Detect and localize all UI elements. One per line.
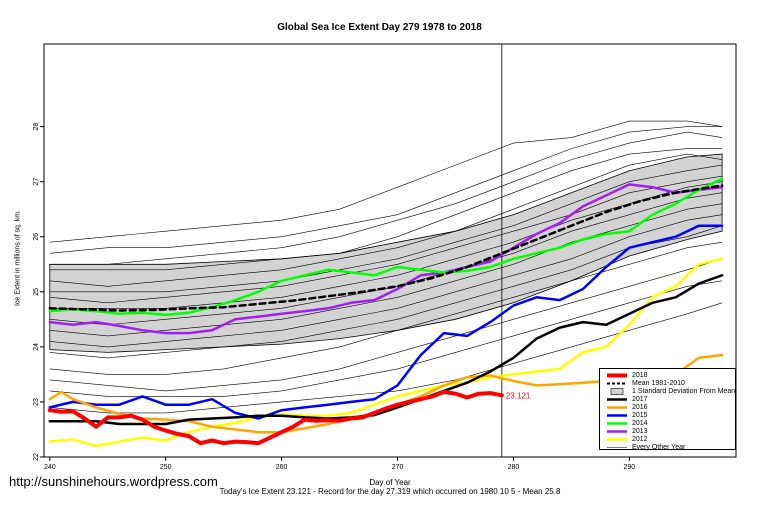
legend-item-2016: 2016 [600, 404, 648, 411]
legend-label: 2014 [632, 420, 648, 427]
legend-swatch [607, 447, 627, 448]
background-year-line [49, 214, 723, 348]
series-line-2015 [48, 224, 724, 420]
series-line-2013 [48, 183, 724, 335]
legend-swatch [607, 398, 627, 401]
legend-label: 2017 [632, 396, 648, 403]
series-line-mean-1981-2010 [48, 184, 724, 312]
y-axis-label: Ice Extent in millions of sq. km. [14, 209, 22, 307]
background-year-line [49, 164, 723, 293]
y-tick-label: 23 [33, 398, 40, 406]
legend-item-2017: 2017 [600, 396, 648, 403]
background-year-line [49, 126, 723, 254]
legend-item-2018: 2018 [600, 372, 648, 379]
y-tick-label: 25 [33, 288, 40, 296]
legend-swatch [607, 430, 627, 433]
legend-label: 2012 [632, 436, 648, 443]
x-tick-label: 260 [276, 464, 288, 471]
background-year-line [49, 153, 723, 287]
legend-item-every-other-year: Every Other Year [600, 444, 685, 451]
y-tick-label: 28 [33, 123, 40, 131]
current-value-label: 23.121 [506, 391, 531, 400]
footer-stats: Today's Ice Extent 23.121 - Record for t… [219, 487, 561, 496]
chart-title: Global Sea Ice Extent Day 279 1978 to 20… [277, 22, 482, 33]
x-axis-label: Day of Year [369, 478, 411, 487]
series-line-2017 [48, 274, 724, 426]
website-link[interactable]: http://sunshinehours.wordpress.com [9, 474, 218, 489]
legend-label: 2016 [632, 404, 648, 411]
series-line-2014 [48, 177, 724, 317]
legend-item-2013: 2013 [600, 428, 648, 435]
legend: 2018 Mean 1981-2010 1 Standard Deviation… [599, 368, 736, 451]
legend-label: 1 Standard Deviation From Mean [632, 388, 736, 395]
x-tick-label: 290 [624, 464, 636, 471]
legend-swatch [610, 388, 624, 395]
legend-item-std-dev: 1 Standard Deviation From Mean [600, 388, 735, 395]
legend-item-2012: 2012 [600, 436, 648, 443]
background-year-line [49, 241, 723, 375]
legend-label: 2013 [632, 428, 648, 435]
y-tick-label: 22 [33, 453, 40, 461]
background-year-line [49, 148, 723, 271]
legend-swatch [607, 414, 627, 417]
x-tick-label: 250 [160, 464, 172, 471]
legend-item-2015: 2015 [600, 412, 648, 419]
background-year-line [49, 258, 723, 392]
plot-frame [43, 43, 737, 458]
x-tick-label: 270 [392, 464, 404, 471]
legend-label: Every Other Year [632, 444, 686, 451]
background-year-line [49, 175, 723, 304]
background-year-line [49, 120, 723, 243]
legend-swatch [607, 438, 627, 441]
legend-label: Mean 1981-2010 [632, 380, 685, 387]
legend-label: 2015 [632, 412, 648, 419]
background-year-line [49, 302, 723, 414]
y-tick-label: 27 [33, 178, 40, 186]
series-line-2012 [48, 257, 724, 448]
background-year-line [49, 203, 723, 337]
background-year-line [49, 131, 723, 265]
legend-swatch [607, 373, 627, 378]
legend-swatch [607, 406, 627, 409]
legend-item-mean: Mean 1981-2010 [600, 380, 685, 387]
x-tick-label: 240 [44, 464, 56, 471]
y-tick-label: 24 [33, 343, 40, 351]
background-year-line [49, 280, 723, 397]
series-line-2018 [47, 390, 504, 446]
legend-item-2014: 2014 [600, 420, 648, 427]
x-tick-label: 280 [508, 464, 520, 471]
y-tick-label: 26 [33, 233, 40, 241]
legend-swatch [607, 382, 627, 385]
legend-swatch [607, 422, 627, 425]
legend-label: 2018 [632, 372, 648, 379]
